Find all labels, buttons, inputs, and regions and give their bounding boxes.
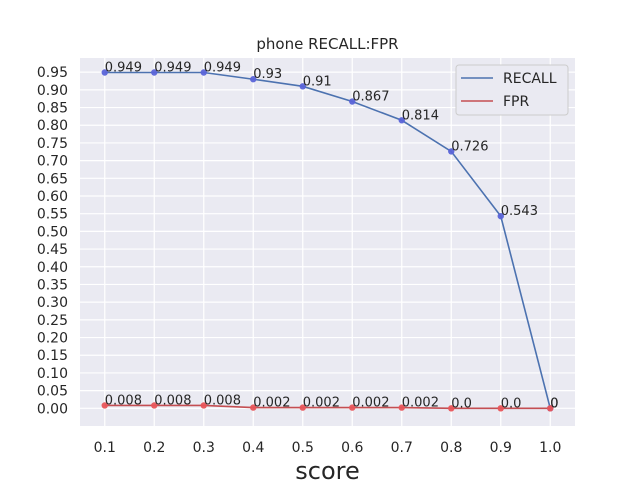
data-point-fpr: [398, 404, 405, 411]
data-point-recall: [250, 76, 257, 83]
data-point-fpr: [448, 405, 455, 412]
y-tick-label: 0.75: [37, 136, 68, 152]
data-point-recall: [448, 148, 455, 155]
data-label-fpr: 0.0: [501, 396, 522, 411]
data-label-recall: 0.949: [154, 61, 191, 76]
data-point-fpr: [200, 402, 207, 409]
x-axis-label: score: [295, 457, 360, 480]
data-label-fpr: 0.0: [451, 396, 472, 411]
data-point-fpr: [497, 405, 504, 412]
y-tick-label: 0.55: [37, 207, 68, 223]
data-label-fpr: 0.008: [105, 393, 142, 408]
data-label-recall: 0.91: [303, 74, 332, 89]
data-point-recall: [299, 83, 306, 90]
legend-label-recall: RECALL: [503, 71, 557, 87]
legend: RECALL FPR: [455, 64, 569, 116]
data-label-recall: 0.949: [204, 61, 241, 76]
data-label-fpr: 0.002: [253, 396, 290, 411]
data-point-fpr: [349, 404, 356, 411]
series-line-fpr: [104, 404, 551, 410]
data-labels-layer: 0.949 0.949 0.949 0.93 0.91 0.867 0.814 0.726 0.…: [105, 61, 559, 412]
data-point-recall: [151, 69, 158, 76]
x-tick-label: 0.2: [143, 440, 165, 456]
data-point-fpr: [299, 404, 306, 411]
x-tick-label: 0.7: [391, 440, 413, 456]
y-tick-label: 0.25: [37, 313, 68, 329]
data-label-fpr: 0.002: [402, 396, 439, 411]
y-tick-label: 0.15: [37, 348, 68, 364]
data-label-recall: 0.543: [501, 204, 538, 219]
x-tick-label: 0.5: [292, 440, 314, 456]
y-tick-label: 0.30: [37, 295, 68, 311]
data-label-recall: 0.726: [451, 139, 488, 154]
data-label-recall: 0.93: [253, 67, 282, 82]
data-point-recall: [200, 69, 207, 76]
chart-title: phone RECALL:FPR: [256, 35, 398, 53]
y-axis-ticks: 0.000.05 0.10 0.150.20 0.25 0.30 0.350.40 0.45…: [37, 65, 68, 417]
data-label-fpr: 0.008: [204, 393, 241, 408]
data-point-fpr: [547, 405, 554, 412]
y-tick-label: 0.70: [37, 154, 68, 170]
y-tick-label: 0.00: [37, 401, 68, 417]
data-point-fpr: [151, 402, 158, 409]
y-tick-label: 0.95: [37, 65, 68, 81]
y-tick-label: 0.50: [37, 224, 68, 240]
y-tick-label: 0.85: [37, 101, 68, 117]
x-tick-label: 0.4: [242, 440, 264, 456]
data-point-fpr: [101, 402, 108, 409]
x-tick-label: 1.0: [539, 440, 561, 456]
data-label-fpr: 0.008: [154, 393, 191, 408]
x-tick-label: 0.8: [440, 440, 462, 456]
data-label-recall: 0.949: [105, 61, 142, 76]
y-tick-label: 0.20: [37, 331, 68, 347]
series-line-recall: [104, 71, 552, 409]
y-tick-label: 0.40: [37, 260, 68, 276]
y-tick-label: 0.45: [37, 242, 68, 258]
y-tick-label: 0.10: [37, 366, 68, 382]
y-tick-label: 0.05: [37, 384, 68, 400]
y-tick-label: 0.90: [37, 83, 68, 99]
x-tick-label: 0.1: [94, 440, 116, 456]
data-point-recall: [398, 117, 405, 124]
series-layer: [101, 69, 554, 412]
y-tick-label: 0.35: [37, 277, 68, 293]
data-point-recall: [101, 69, 108, 76]
data-label-fpr: 0: [550, 396, 558, 411]
x-axis-ticks: 0.1 0.2 0.3 0.4 0.5 0.6 0.7 0.8 0.9 1.0: [94, 440, 562, 456]
legend-label-fpr: FPR: [503, 94, 529, 110]
data-label-fpr: 0.002: [303, 396, 340, 411]
data-label-recall: 0.867: [352, 90, 389, 105]
x-tick-label: 0.6: [341, 440, 363, 456]
data-label-fpr: 0.002: [352, 396, 389, 411]
y-tick-label: 0.60: [37, 189, 68, 205]
data-point-recall: [349, 98, 356, 105]
data-label-recall: 0.814: [402, 108, 439, 123]
data-label-recall: 0: [550, 396, 558, 411]
data-point-fpr: [250, 404, 257, 411]
y-tick-label: 0.80: [37, 118, 68, 134]
y-tick-label: 0.65: [37, 171, 68, 187]
data-point-recall: [497, 212, 504, 220]
x-tick-label: 0.9: [490, 440, 512, 456]
plot-area: [80, 58, 575, 426]
x-tick-label: 0.3: [193, 440, 215, 456]
